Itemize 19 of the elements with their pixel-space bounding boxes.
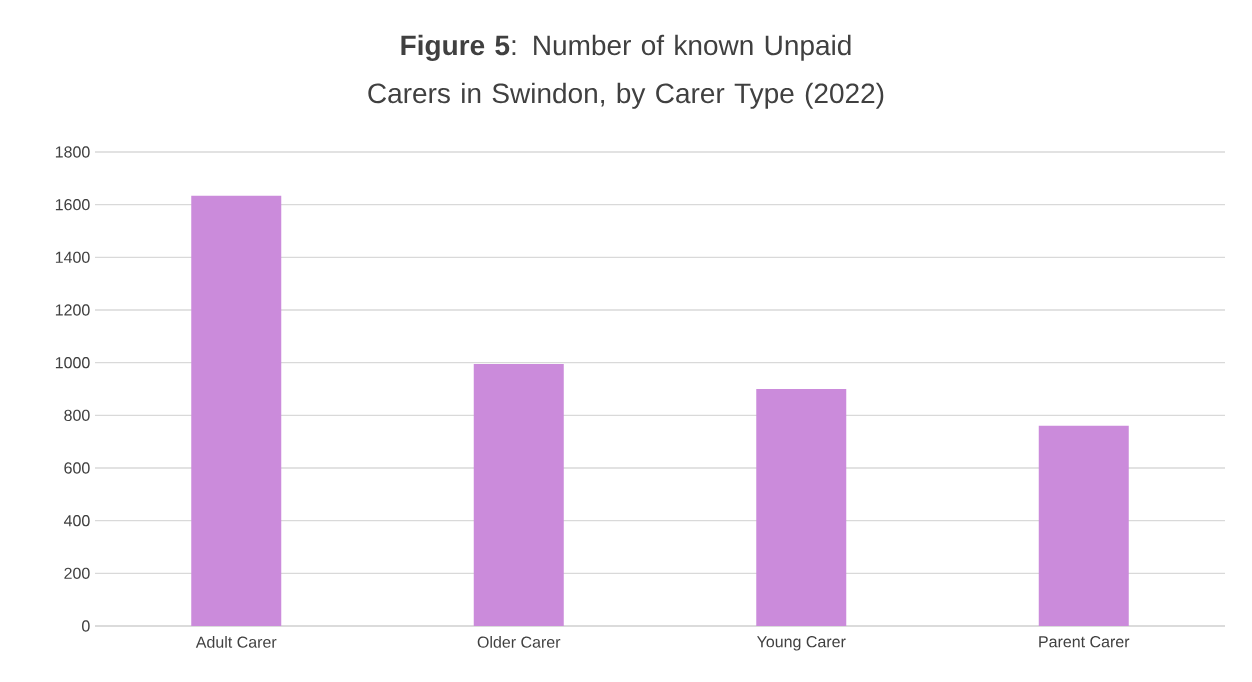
y-tick-label: 1200 bbox=[55, 304, 90, 316]
bar bbox=[1038, 425, 1129, 626]
bar bbox=[191, 195, 282, 626]
y-tick-label: 1800 bbox=[55, 146, 90, 158]
x-tick-label: Older Carer bbox=[477, 636, 561, 648]
y-tick-label: 1000 bbox=[55, 357, 90, 369]
chart-title: Figure 5: Number of known Unpaid Carers in Swindon, by Carer Type (2022) bbox=[368, 34, 884, 109]
y-tick-label: 1600 bbox=[55, 199, 90, 211]
y-tick-label: 400 bbox=[63, 515, 90, 527]
y-tick-label: 1400 bbox=[55, 251, 90, 263]
x-tick-label: Young Carer bbox=[756, 636, 846, 651]
y-tick-label: 200 bbox=[64, 567, 90, 579]
y-tick-label: 0 bbox=[82, 620, 90, 632]
y-tick-label: 600 bbox=[64, 462, 90, 474]
bar bbox=[473, 363, 564, 626]
y-tick-label: 800 bbox=[64, 409, 90, 421]
x-tick-label: Adult Carer bbox=[195, 636, 277, 648]
bar bbox=[756, 389, 847, 626]
x-tick-label: Parent Carer bbox=[1039, 636, 1130, 648]
